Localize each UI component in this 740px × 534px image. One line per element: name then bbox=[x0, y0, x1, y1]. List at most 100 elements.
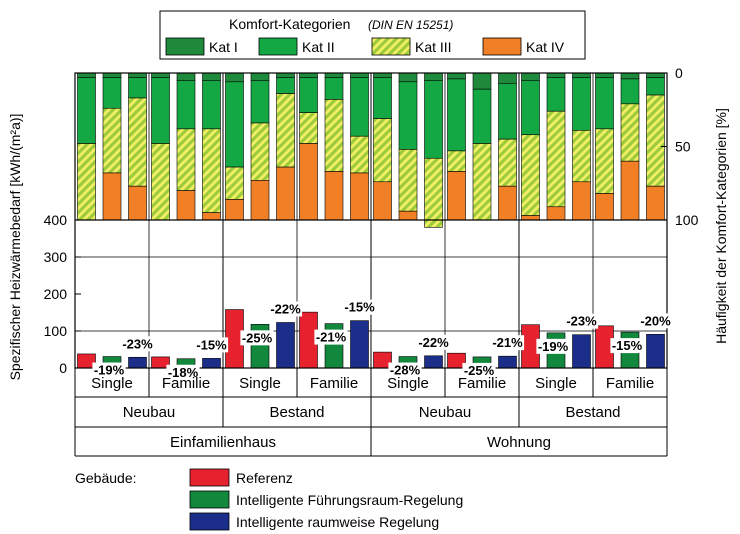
comfort-kat1-segment bbox=[620, 72, 640, 80]
percent-label: -28% bbox=[390, 363, 421, 378]
percent-label-bg bbox=[314, 329, 348, 345]
category-level2-label: Bestand bbox=[269, 404, 324, 421]
percent-label: -22% bbox=[418, 335, 449, 350]
raumweise-bar bbox=[646, 334, 665, 369]
comfort-kat3-segment bbox=[572, 130, 591, 183]
left-tick-label: 400 bbox=[44, 212, 68, 228]
building-legend-swatch bbox=[189, 512, 230, 531]
category-level3-label: Wohnung bbox=[487, 434, 551, 451]
percent-label: -15% bbox=[612, 338, 643, 353]
comfort-kat4-segment bbox=[324, 171, 344, 221]
percent-label-bg bbox=[610, 338, 644, 354]
comfort-kat1-segment bbox=[350, 72, 369, 78]
comfort-kat4-segment bbox=[299, 143, 318, 221]
building-legend-label: Referenz bbox=[236, 470, 293, 486]
left-tick-label: 200 bbox=[44, 286, 68, 302]
comfort-kat3-segment bbox=[398, 149, 418, 212]
left-axis-title: Spezifischer Heizwärmebedarf [kWh/(m²a)] bbox=[7, 114, 23, 381]
percent-label-bg bbox=[388, 362, 422, 378]
comfort-legend-label: Kat III bbox=[415, 39, 452, 55]
category-level1-label: Single bbox=[91, 375, 133, 392]
right-axis-title: Häufigkeit der Komfort-Kategorien [%] bbox=[713, 108, 729, 344]
comfort-kat2-segment bbox=[128, 77, 147, 99]
comfort-kat4-segment bbox=[572, 181, 591, 221]
comfort-kat1-segment bbox=[521, 72, 540, 81]
comfort-legend-title: Komfort-Kategorien bbox=[229, 16, 350, 32]
category-level2-label: Neubau bbox=[419, 404, 472, 421]
comfort-kat1-segment bbox=[102, 72, 122, 78]
comfort-legend-swatch bbox=[482, 37, 522, 56]
category-level1-label: Familie bbox=[458, 375, 506, 392]
percent-label-bg bbox=[342, 299, 377, 315]
comfort-kat4-segment bbox=[350, 172, 369, 221]
comfort-kat3-segment bbox=[151, 143, 170, 221]
comfort-kat2-segment bbox=[424, 80, 443, 159]
comfort-kat1-segment bbox=[250, 72, 270, 81]
comfort-legend-label: Kat I bbox=[209, 39, 238, 55]
comfort-kat4-segment bbox=[546, 206, 566, 221]
percent-label-bg bbox=[120, 336, 155, 352]
raumweise-bar bbox=[350, 320, 369, 369]
comfort-kat2-segment bbox=[447, 78, 466, 152]
comfort-kat4-segment bbox=[498, 185, 517, 221]
percent-label: -21% bbox=[492, 335, 523, 350]
comfort-kat4-segment bbox=[128, 185, 147, 221]
category-level1-label: Single bbox=[535, 375, 577, 392]
comfort-kat2-segment bbox=[350, 77, 369, 137]
comfort-kat3-segment bbox=[77, 143, 96, 221]
comfort-kat3-segment bbox=[546, 110, 566, 208]
comfort-kat3-segment bbox=[276, 93, 295, 168]
comfort-kat1-segment bbox=[373, 72, 392, 78]
comfort-kat2-segment bbox=[299, 77, 318, 113]
comfort-kat1-segment bbox=[546, 72, 566, 78]
comfort-kat4-segment bbox=[250, 180, 270, 221]
comfort-kat3-segment bbox=[620, 103, 640, 162]
comfort-kat1-segment bbox=[646, 72, 665, 78]
comfort-kat3-segment bbox=[521, 134, 540, 216]
comfort-kat3-segment bbox=[447, 150, 466, 172]
comfort-kat1-segment bbox=[424, 72, 443, 81]
category-level1-label: Familie bbox=[162, 375, 210, 392]
percent-label: -22% bbox=[270, 301, 301, 316]
comfort-kat4-segment bbox=[447, 171, 466, 221]
raumweise-bar bbox=[202, 358, 221, 369]
category-level1-label: Familie bbox=[310, 375, 358, 392]
percent-label-bg bbox=[536, 338, 570, 354]
comfort-kat2-segment bbox=[620, 78, 640, 105]
raumweise-bar bbox=[498, 355, 517, 369]
percent-label-bg bbox=[416, 334, 451, 350]
comfort-kat4-segment bbox=[276, 166, 295, 221]
left-tick-label: 300 bbox=[44, 249, 68, 265]
comfort-kat1-segment bbox=[128, 72, 147, 78]
percent-label-bg bbox=[490, 335, 525, 351]
comfort-legend: Komfort-Kategorien (DIN EN 15251) Kat I K… bbox=[159, 10, 586, 60]
comfort-kat3-segment bbox=[498, 138, 517, 187]
percent-label-bg bbox=[462, 362, 496, 378]
comfort-kat3-segment bbox=[202, 128, 221, 213]
comfort-kat2-segment bbox=[498, 82, 517, 140]
percent-label: -20% bbox=[640, 313, 671, 328]
comfort-kat1-segment bbox=[151, 72, 170, 78]
comfort-kat3-segment bbox=[299, 112, 318, 144]
comfort-kat4-segment bbox=[620, 160, 640, 221]
comfort-kat1-segment bbox=[225, 72, 244, 83]
percent-label: -23% bbox=[566, 314, 597, 329]
building-legend-title: Gebäude: bbox=[75, 470, 137, 486]
category-level1-label: Single bbox=[239, 375, 281, 392]
percent-label-bg bbox=[564, 313, 599, 329]
category-level1-label: Familie bbox=[606, 375, 654, 392]
comfort-kat1-segment bbox=[324, 72, 344, 78]
comfort-kat3-segment bbox=[646, 94, 665, 187]
comfort-legend-note: (DIN EN 15251) bbox=[368, 18, 453, 32]
percent-label: -21% bbox=[316, 330, 347, 345]
percent-label-bg bbox=[92, 362, 126, 378]
comfort-legend-swatch bbox=[371, 37, 411, 56]
percent-label: -18% bbox=[168, 365, 199, 380]
comfort-kat3-segment bbox=[373, 118, 392, 183]
comfort-kat4-segment bbox=[521, 215, 540, 221]
comfort-kat1-segment bbox=[572, 72, 591, 78]
percent-label: -25% bbox=[242, 330, 273, 345]
comfort-kat2-segment bbox=[398, 81, 418, 150]
percent-label-bg bbox=[194, 337, 229, 353]
